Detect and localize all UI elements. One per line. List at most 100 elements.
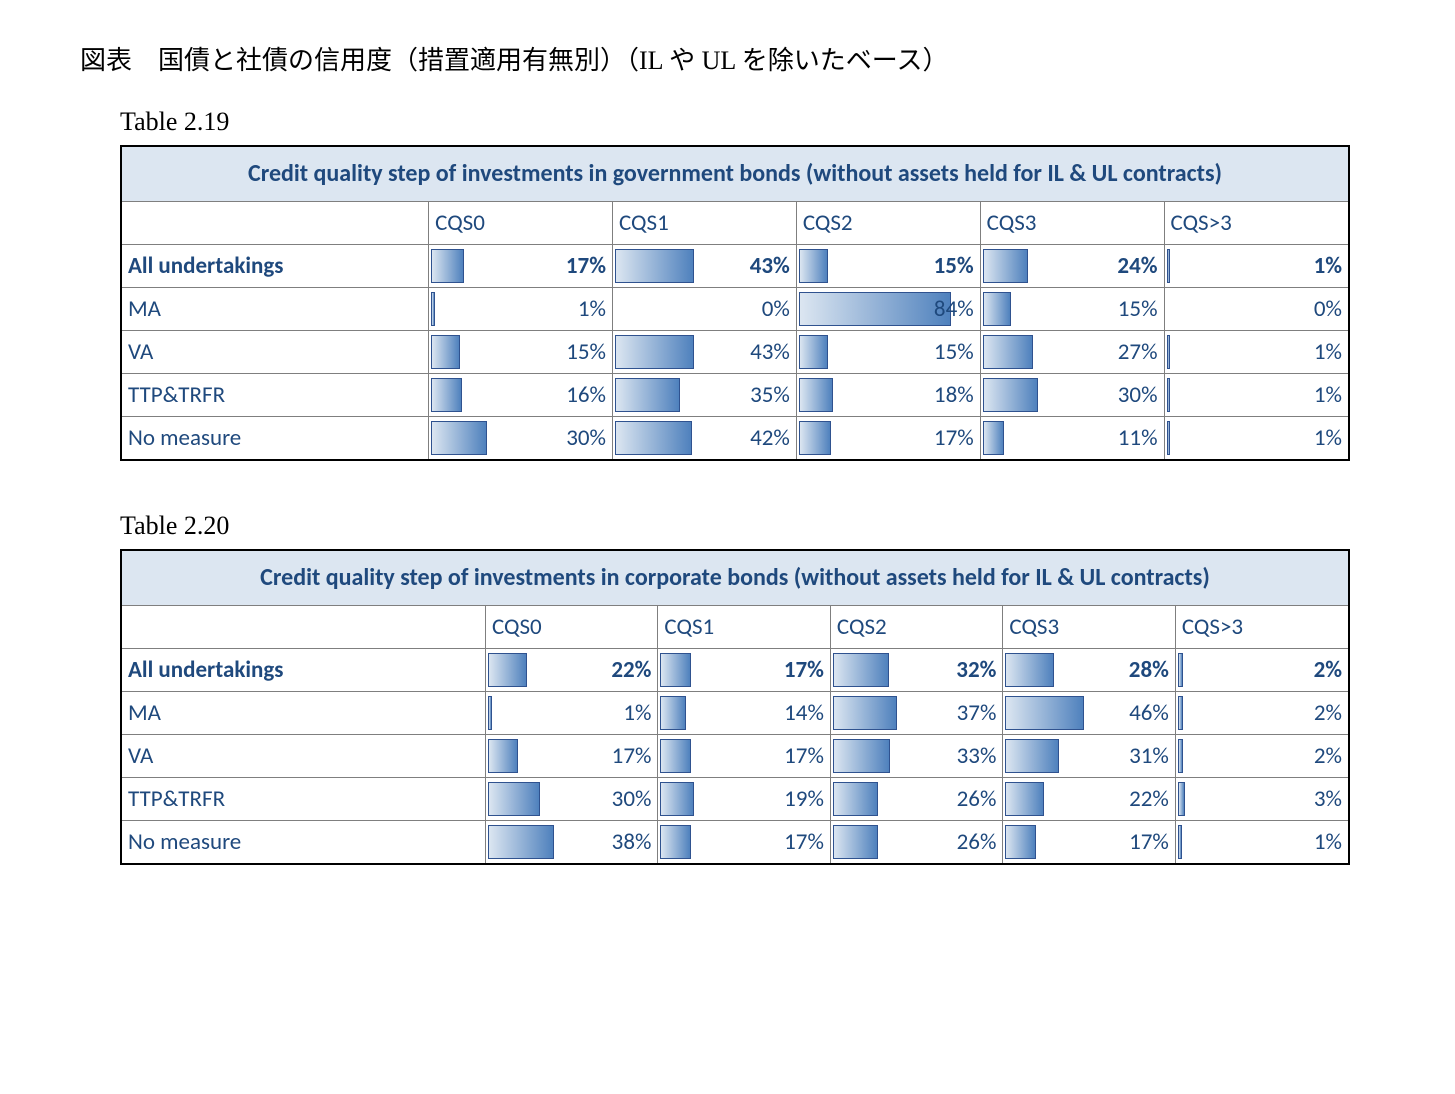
cell-value: 17%	[784, 656, 824, 684]
data-cell: 30%	[980, 374, 1164, 417]
cell-value: 15%	[934, 338, 974, 366]
cell-value: 16%	[566, 381, 606, 409]
row-label: All undertakings	[121, 245, 429, 288]
bar-wrap: 11%	[983, 421, 1162, 455]
data-cell: 28%	[1003, 649, 1175, 692]
data-cell: 19%	[658, 778, 830, 821]
page-title: 図表 国債と社債の信用度（措置適用有無別）（IL や UL を除いたベース）	[80, 40, 1375, 77]
data-cell: 18%	[796, 374, 980, 417]
cell-value: 31%	[1129, 742, 1169, 770]
bar	[615, 378, 680, 412]
bar-wrap: 19%	[660, 782, 827, 816]
cell-value: 2%	[1314, 699, 1342, 727]
bar-wrap: 18%	[799, 378, 978, 412]
bar	[660, 653, 690, 687]
bar-wrap: 17%	[660, 653, 827, 687]
data-cell: 0%	[612, 288, 796, 331]
bar	[799, 421, 831, 455]
data-table: Credit quality step of investments in go…	[120, 145, 1350, 461]
table-row: TTP&TRFR30%19%26%22%3%	[121, 778, 1349, 821]
bar	[983, 335, 1033, 369]
data-cell: 1%	[1175, 821, 1349, 865]
bar	[983, 249, 1028, 283]
cell-value: 3%	[1314, 785, 1342, 813]
bar-wrap: 1%	[431, 292, 610, 326]
bar-wrap: 1%	[488, 696, 655, 730]
data-cell: 2%	[1175, 735, 1349, 778]
row-label: VA	[121, 331, 429, 374]
data-cell: 30%	[485, 778, 657, 821]
cell-value: 17%	[934, 424, 974, 452]
data-cell: 15%	[796, 331, 980, 374]
bar	[1178, 782, 1185, 816]
data-cell: 43%	[612, 245, 796, 288]
cell-value: 1%	[1314, 381, 1342, 409]
bar	[1178, 739, 1183, 773]
tables-container: Table 2.19 Credit quality step of investm…	[80, 107, 1375, 865]
bar	[488, 782, 540, 816]
row-label: No measure	[121, 417, 429, 461]
cell-value: 30%	[1118, 381, 1158, 409]
data-cell: 17%	[658, 821, 830, 865]
data-cell: 1%	[485, 692, 657, 735]
data-cell: 33%	[830, 735, 1002, 778]
bar	[799, 378, 833, 412]
cell-value: 43%	[750, 338, 790, 366]
bar	[1005, 696, 1084, 730]
bar-wrap: 2%	[1178, 696, 1346, 730]
bar-wrap: 31%	[1005, 739, 1172, 773]
bar-wrap: 14%	[660, 696, 827, 730]
bar-wrap: 26%	[833, 825, 1000, 859]
bar	[615, 249, 694, 283]
bar-wrap: 17%	[799, 421, 978, 455]
bar	[488, 825, 554, 859]
data-cell: 22%	[1003, 778, 1175, 821]
data-cell: 17%	[658, 649, 830, 692]
bar	[615, 335, 694, 369]
data-cell: 16%	[429, 374, 613, 417]
bar	[660, 696, 685, 730]
column-header: CQS3	[980, 202, 1164, 245]
row-label: TTP&TRFR	[121, 374, 429, 417]
cell-value: 35%	[750, 381, 790, 409]
bar	[833, 653, 889, 687]
cell-value: 27%	[1118, 338, 1158, 366]
table-section: Table 2.20Credit quality step of investm…	[120, 511, 1375, 865]
bar-wrap: 26%	[833, 782, 1000, 816]
column-header: CQS1	[658, 606, 830, 649]
cell-value: 42%	[750, 424, 790, 452]
data-cell: 14%	[658, 692, 830, 735]
cell-value: 37%	[957, 699, 997, 727]
column-header: CQS0	[429, 202, 613, 245]
bar-wrap: 17%	[431, 249, 610, 283]
data-cell: 3%	[1175, 778, 1349, 821]
cell-value: 1%	[1314, 252, 1342, 280]
row-label: All undertakings	[121, 649, 485, 692]
table-row: All undertakings22%17%32%28%2%	[121, 649, 1349, 692]
bar-wrap: 17%	[660, 825, 827, 859]
column-header: CQS>3	[1175, 606, 1349, 649]
cell-value: 24%	[1117, 252, 1157, 280]
bar	[660, 782, 694, 816]
cell-value: 0%	[762, 295, 790, 323]
data-cell: 17%	[658, 735, 830, 778]
cell-value: 1%	[1314, 338, 1342, 366]
cell-value: 11%	[1118, 424, 1158, 452]
cell-value: 38%	[612, 828, 652, 856]
data-cell: 32%	[830, 649, 1002, 692]
bar	[431, 249, 463, 283]
cell-value: 46%	[1129, 699, 1169, 727]
cell-value: 18%	[934, 381, 974, 409]
row-label: MA	[121, 288, 429, 331]
bar	[1178, 696, 1183, 730]
column-header: CQS2	[796, 202, 980, 245]
bar	[615, 421, 692, 455]
bar-wrap: 0%	[1167, 292, 1346, 326]
data-cell: 30%	[429, 417, 613, 461]
bar-wrap: 43%	[615, 335, 794, 369]
table-title: Credit quality step of investments in go…	[121, 146, 1349, 202]
data-cell: 37%	[830, 692, 1002, 735]
table-label: Table 2.19	[120, 107, 1375, 137]
bar	[833, 782, 879, 816]
row-label: VA	[121, 735, 485, 778]
